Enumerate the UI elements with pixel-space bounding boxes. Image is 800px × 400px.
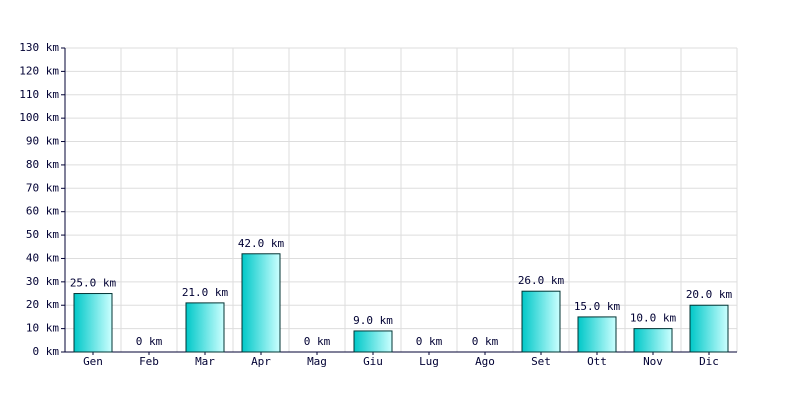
y-tick-label: 50 km: [26, 228, 59, 241]
value-label: 10.0 km: [630, 312, 677, 325]
x-tick-label: Apr: [251, 355, 271, 368]
y-tick-label: 60 km: [26, 205, 59, 218]
value-label: 25.0 km: [70, 277, 117, 290]
x-tick-label: Ott: [587, 355, 607, 368]
y-tick-label: 20 km: [26, 298, 59, 311]
bar: [185, 302, 225, 353]
y-tick-label: 120 km: [19, 64, 59, 77]
x-tick-label: Mag: [307, 355, 327, 368]
bar: [521, 290, 561, 353]
value-label: 0 km: [304, 335, 331, 348]
x-tick-label: Giu: [363, 355, 383, 368]
y-tick-label: 130 km: [19, 41, 59, 54]
value-label: 15.0 km: [574, 300, 621, 313]
bar: [633, 328, 673, 353]
y-tick-label: 40 km: [26, 251, 59, 264]
bar: [577, 316, 617, 353]
value-label: 0 km: [472, 335, 499, 348]
x-tick-label: Mar: [195, 355, 215, 368]
value-label: 21.0 km: [182, 286, 229, 299]
x-tick-label: Gen: [83, 355, 103, 368]
value-label: 0 km: [136, 335, 163, 348]
x-tick-label: Ago: [475, 355, 495, 368]
bar: [73, 293, 113, 353]
bar: [353, 330, 393, 353]
x-tick-label: Lug: [419, 355, 439, 368]
value-label: 0 km: [416, 335, 443, 348]
y-tick-label: 90 km: [26, 135, 59, 148]
y-tick-label: 10 km: [26, 322, 59, 335]
y-tick-label: 80 km: [26, 158, 59, 171]
value-label: 9.0 km: [353, 314, 393, 327]
y-tick-label: 30 km: [26, 275, 59, 288]
y-tick-label: 110 km: [19, 88, 59, 101]
x-tick-label: Set: [531, 355, 551, 368]
value-label: 42.0 km: [238, 237, 285, 250]
x-tick-label: Nov: [643, 355, 663, 368]
x-tick-label: Dic: [699, 355, 719, 368]
value-label: 26.0 km: [518, 274, 565, 287]
value-label: 20.0 km: [686, 288, 733, 301]
x-tick-label: Feb: [139, 355, 159, 368]
bar: [689, 304, 729, 353]
y-tick-label: 70 km: [26, 181, 59, 194]
bar: [241, 253, 281, 353]
y-tick-label: 0 km: [33, 345, 60, 358]
y-tick-label: 100 km: [19, 111, 59, 124]
